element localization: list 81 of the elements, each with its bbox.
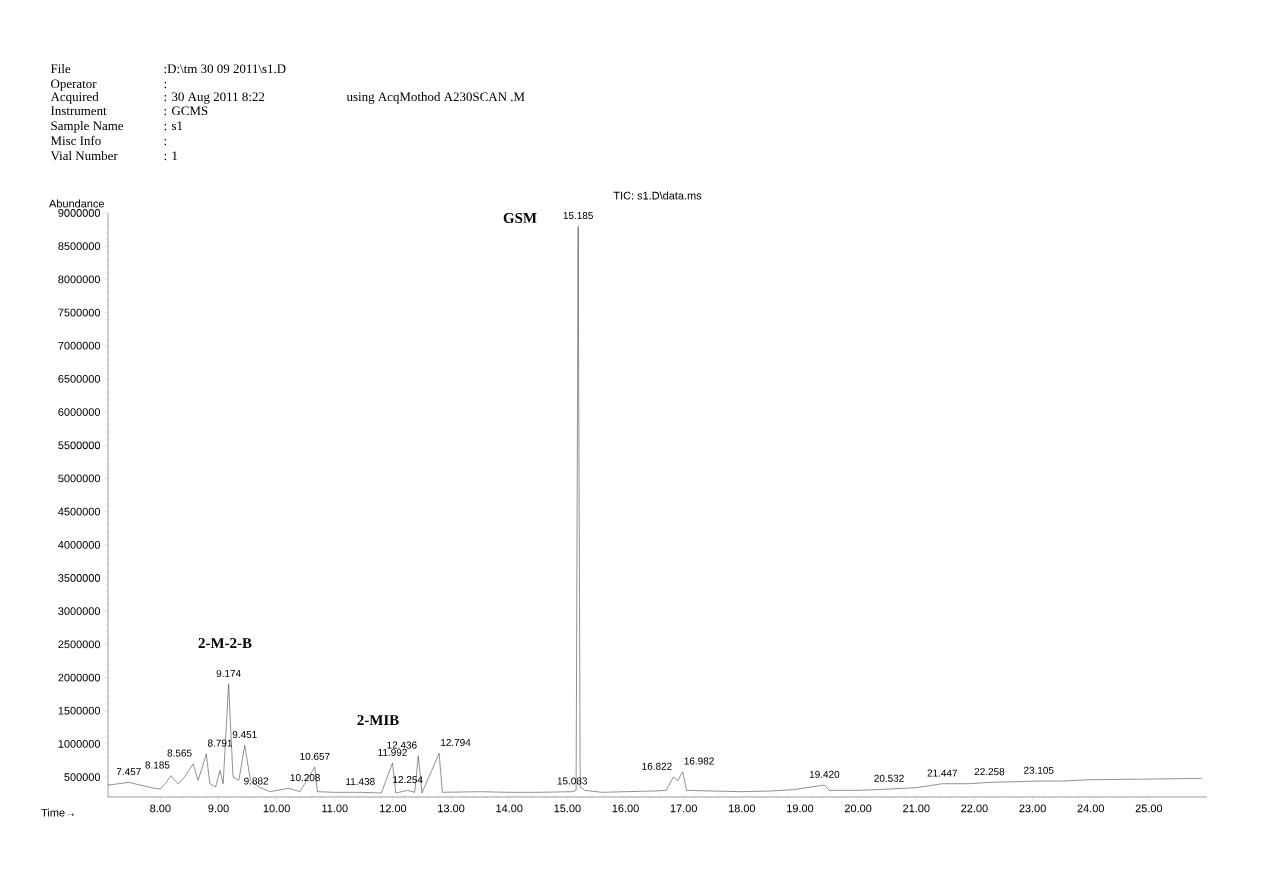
annotation: 19.420 [809, 770, 840, 778]
text: File [50, 64, 71, 74]
y-tick-label: 7500000 [58, 308, 101, 317]
annotation: 16.822 [642, 762, 672, 770]
line-series [108, 226, 1202, 794]
y-tick-label: 5500000 [58, 441, 101, 450]
annotation: GSM [503, 212, 537, 223]
text: : 30 Aug 2011 8:22 [164, 92, 265, 104]
x-tick-label: 20.00 [844, 804, 872, 813]
y-tick-label: 8000000 [58, 275, 101, 284]
annotation: 2-MIB [357, 715, 399, 725]
y-tick-label: 6000000 [58, 408, 101, 416]
x-tick-label: 11.00 [322, 804, 348, 813]
x-tick-label: 24.00 [1077, 804, 1104, 813]
annotation: 11.438 [346, 778, 375, 786]
y-tick-label: 2000000 [58, 673, 101, 682]
annotation: 10.208 [290, 774, 320, 782]
text: : [164, 138, 167, 146]
text: Vial Number [50, 151, 118, 161]
x-tick-label: 22.00 [961, 804, 988, 813]
annotation: 21.447 [927, 769, 958, 777]
x-tick-label: 12.00 [380, 804, 407, 813]
x-tick-label: 23.00 [1019, 804, 1046, 813]
annotation: 11.992 [378, 748, 407, 756]
y-tick-label: 9000000 [58, 209, 101, 217]
x-tick-label: 18.00 [728, 804, 756, 813]
annotation: 23.105 [1023, 766, 1054, 774]
y-tick-label: 7000000 [58, 341, 101, 350]
annotation: 15.185 [563, 212, 593, 220]
text: :D:\tm 30 09 2011\s1.D [164, 64, 286, 74]
x-tick-label: 25.00 [1135, 804, 1163, 813]
x-tick-label: 17.00 [670, 804, 697, 813]
y-tick-label: 6500000 [58, 375, 101, 383]
x-tick-label: 13.00 [438, 804, 465, 813]
x-tick-label: 8.00 [150, 804, 171, 813]
x-tick-label: 9.00 [208, 804, 229, 813]
annotation: 15.083 [557, 777, 588, 785]
chart-title: TIC: s1.D\data.ms [613, 191, 702, 200]
y-tick-label: 4000000 [58, 540, 101, 549]
annotation: 8.185 [145, 761, 170, 769]
y-tick-label: 5000000 [58, 474, 101, 483]
text: : 1 [164, 151, 178, 161]
x-tick-label: 16.00 [612, 804, 639, 813]
annotation: 12.254 [393, 776, 423, 784]
y-tick-label: 1000000 [58, 740, 101, 748]
text: : GCMS [164, 106, 208, 116]
text: : [164, 81, 167, 89]
annotation: 10.657 [300, 752, 330, 760]
annotation: 8.565 [167, 749, 192, 757]
annotation: 9.174 [216, 669, 241, 677]
x-tick-label: 14.00 [496, 804, 523, 813]
annotation: 7.457 [116, 768, 141, 776]
y-axis-title: Abundance [49, 199, 104, 208]
annotation: 22.258 [974, 768, 1005, 776]
x-tick-label: 21.00 [903, 804, 930, 813]
y-tick-label: 4500000 [58, 507, 101, 516]
y-tick-label: 1500000 [58, 706, 101, 715]
y-tick-label: 8500000 [58, 242, 101, 251]
annotation: 16.982 [684, 757, 714, 765]
x-axis-title: Time→ [41, 808, 74, 817]
text: Instrument [51, 106, 107, 116]
y-tick-label: 500000 [64, 773, 101, 781]
annotation: 9.882 [244, 777, 269, 785]
text: Operator [51, 79, 97, 91]
annotation: 8.791 [207, 739, 232, 747]
x-tick-label: 15.00 [554, 804, 581, 813]
x-tick-label: 10.00 [263, 804, 290, 813]
y-tick-label: 3500000 [58, 574, 101, 582]
text: : s1 [164, 121, 183, 131]
y-tick-label: 2500000 [58, 640, 101, 649]
annotation: 9.451 [232, 730, 257, 739]
x-tick-label: 19.00 [787, 804, 814, 813]
text: using AcqMothod A230SCAN .M [346, 92, 525, 104]
text: Misc Info [50, 135, 101, 146]
text: Acquired [50, 92, 99, 104]
annotation: 2-M-2-B [198, 638, 252, 648]
annotation: 12.794 [441, 738, 471, 746]
text: Sample Name [51, 121, 124, 133]
annotation: 12.436 [387, 741, 417, 749]
annotation: 20.532 [874, 774, 904, 782]
y-tick-label: 3000000 [58, 607, 101, 616]
